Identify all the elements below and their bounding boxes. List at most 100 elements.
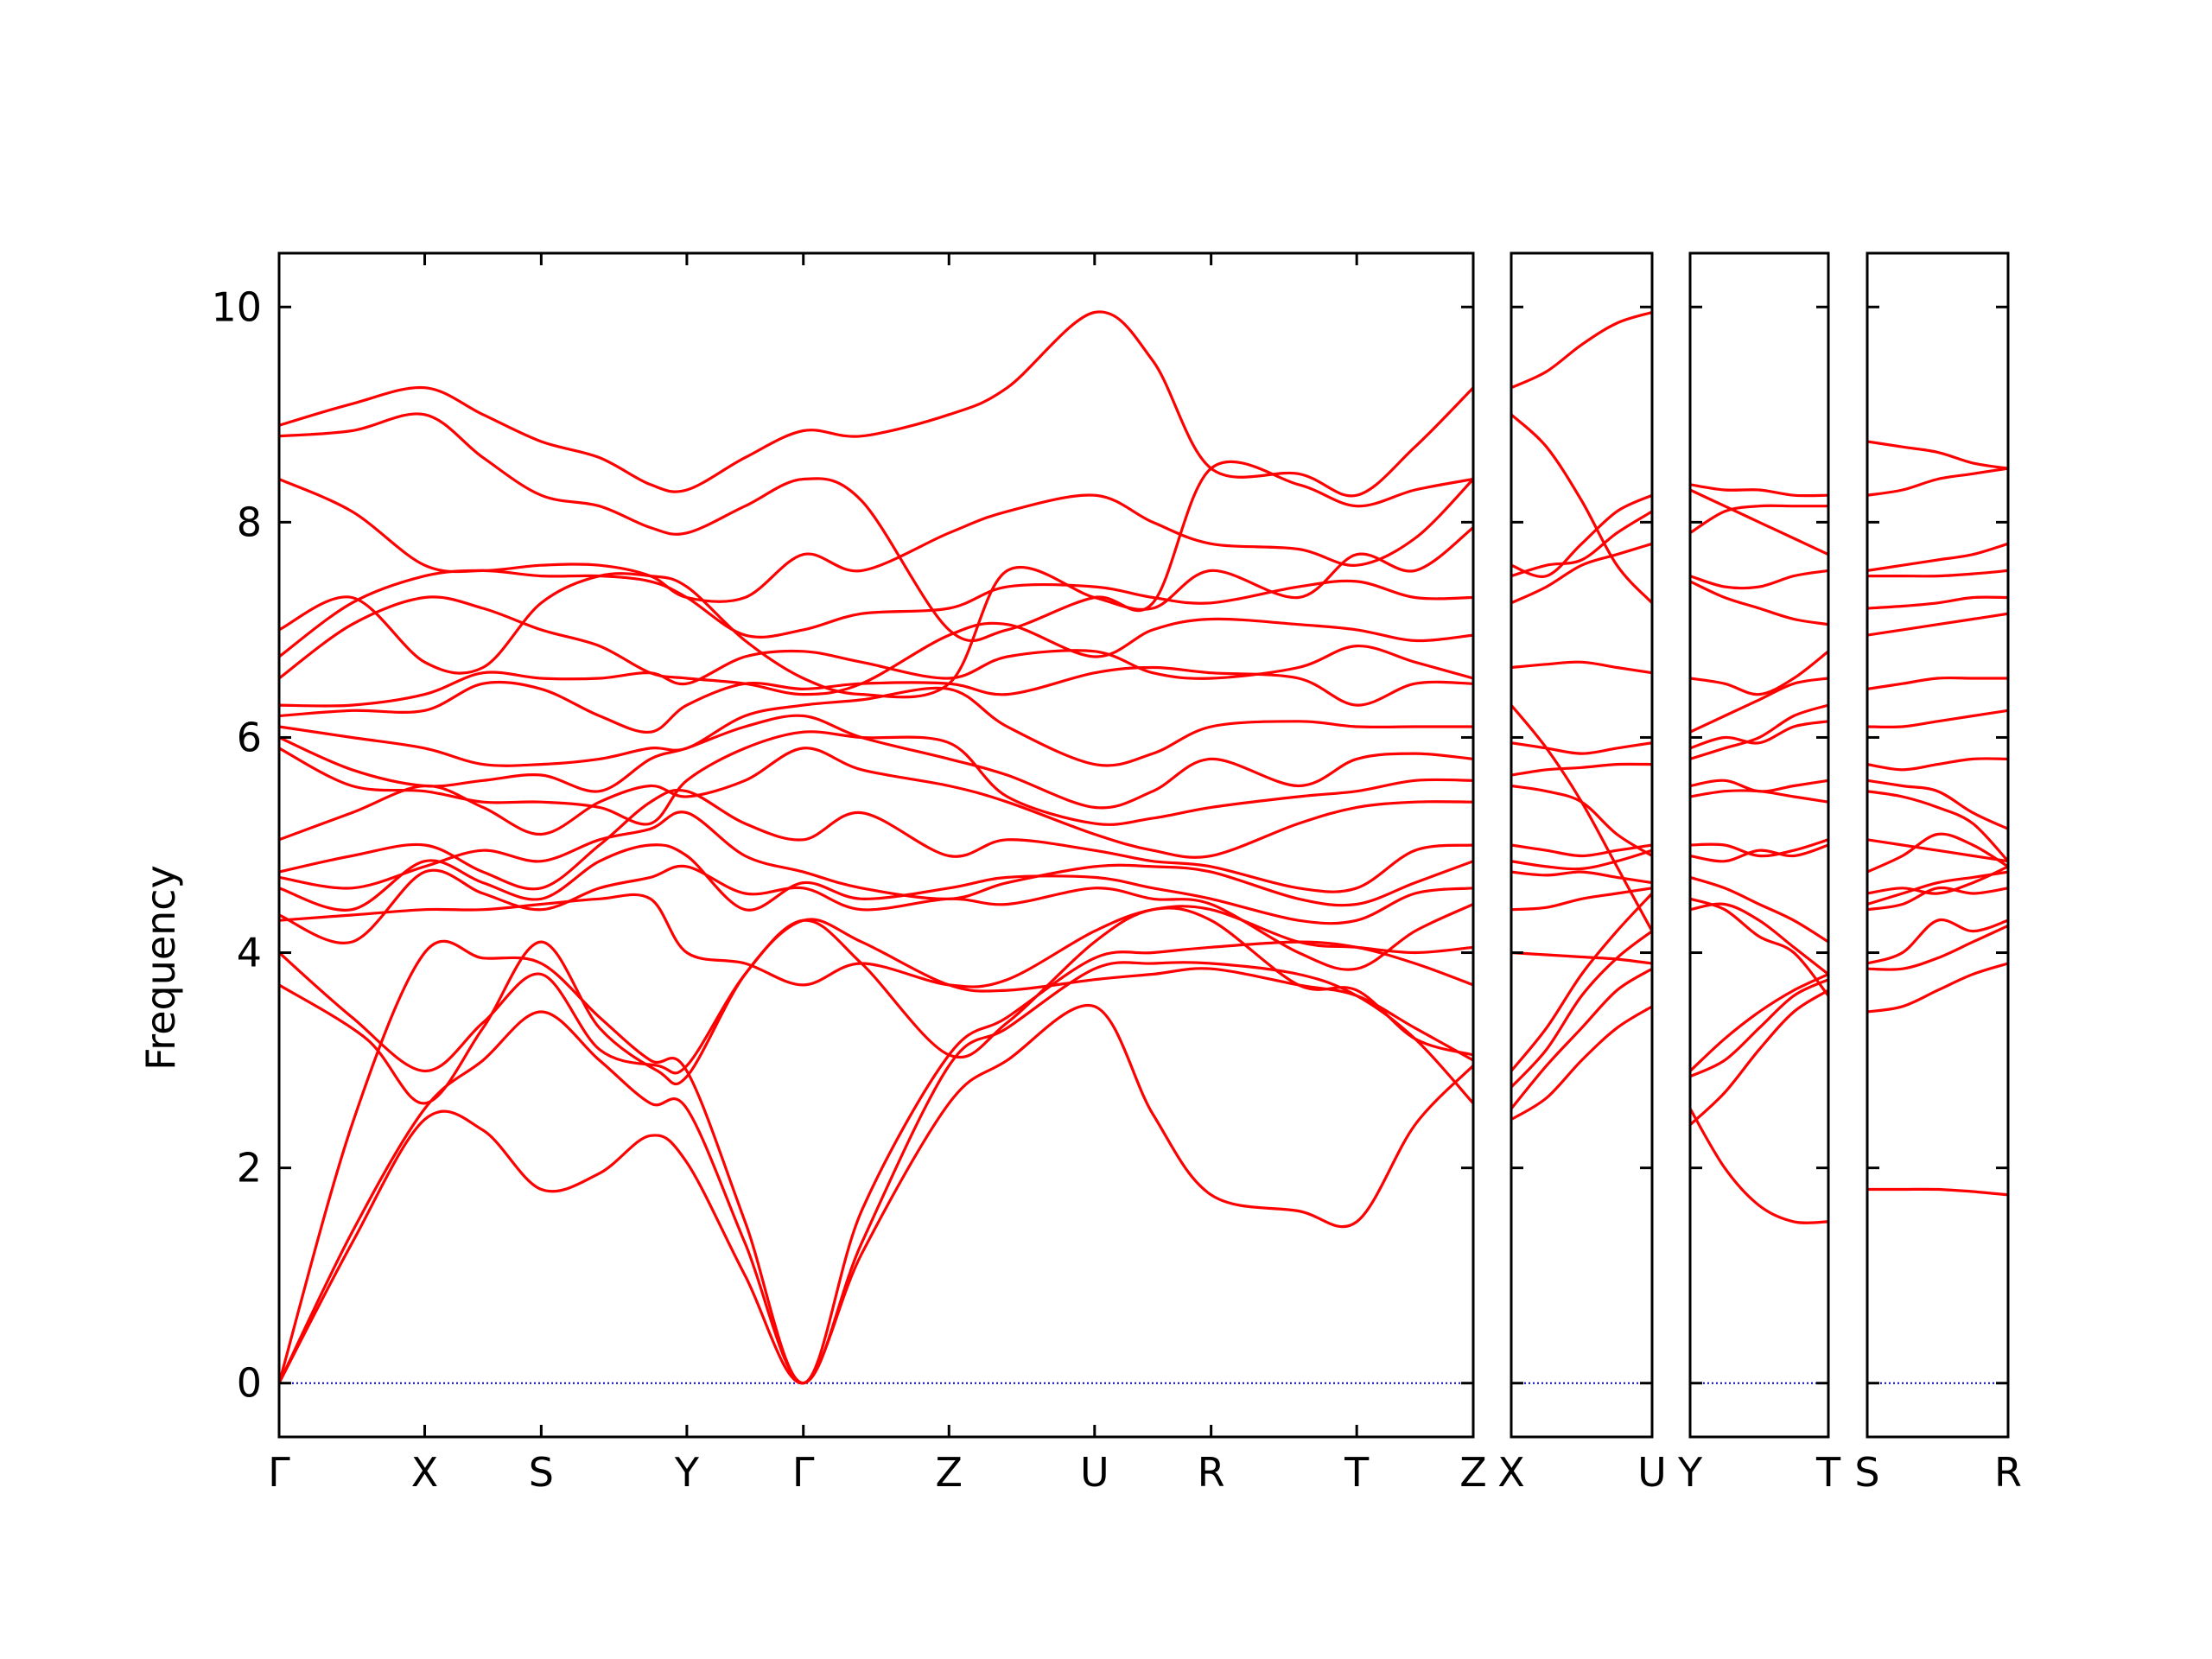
band-line: [1867, 1187, 2008, 1197]
band-line: [1867, 595, 2008, 610]
y-tick-label: 8: [237, 499, 262, 545]
band-line: [1511, 413, 1652, 605]
x-tick-label: X: [1497, 1449, 1525, 1496]
band-group: [1867, 440, 2008, 1197]
band-line: [279, 788, 1473, 893]
y-tick-label: 0: [237, 1360, 262, 1407]
band-line: [1511, 950, 1652, 965]
band-line: [1690, 972, 1828, 1073]
band-line: [1690, 483, 1828, 498]
band-line: [1867, 962, 2008, 1014]
band-line: [1867, 542, 2008, 572]
band-group: [1690, 483, 1828, 1224]
band-line: [1867, 569, 2008, 578]
y-tick-label: 4: [237, 930, 262, 976]
x-tick-label: T: [1344, 1449, 1370, 1496]
band-line: [1511, 967, 1652, 1110]
band-line: [279, 526, 1473, 699]
band-line: [279, 810, 1473, 907]
band-line: [1690, 650, 1828, 696]
band-line: [1867, 779, 2008, 830]
x-tick-label: S: [529, 1449, 554, 1496]
band-line: [1690, 677, 1828, 734]
band-line: [279, 843, 1473, 925]
band-line: [1867, 790, 2008, 863]
band-line: [1690, 504, 1828, 535]
x-tick-label: Γ: [268, 1449, 290, 1496]
band-line: [1511, 762, 1652, 777]
x-tick-label: R: [1198, 1449, 1225, 1496]
y-tick-label: 10: [211, 283, 262, 330]
x-tick-label: Y: [674, 1449, 700, 1496]
band-line: [1867, 870, 2008, 906]
y-tick-label: 2: [237, 1145, 262, 1192]
band-line: [279, 864, 1473, 971]
band-line: [279, 906, 1473, 1075]
x-tick-label: S: [1854, 1449, 1879, 1496]
band-line: [1690, 569, 1828, 590]
band-line: [1511, 870, 1652, 885]
band-line: [1867, 886, 2008, 912]
panel-frame: [277, 251, 1475, 1439]
band-group: [1511, 310, 1652, 1122]
x-tick-label: U: [1637, 1449, 1667, 1496]
band-line: [1690, 838, 1828, 858]
band-line: [1690, 703, 1828, 760]
band-line: [1867, 467, 2008, 497]
band-line: [1511, 741, 1652, 755]
band-line: [279, 477, 1473, 603]
band-line: [1867, 440, 2008, 470]
x-tick-label: T: [1815, 1449, 1841, 1496]
panel-frame: [1688, 251, 1830, 1439]
band-line: [1511, 930, 1652, 1089]
panel-frame: [1866, 251, 2010, 1439]
x-tick-label: Z: [936, 1449, 963, 1496]
band-group: [279, 310, 1473, 1385]
band-line: [1511, 892, 1652, 1073]
band-line: [279, 595, 1473, 696]
y-tick-label: 6: [237, 714, 262, 760]
band-line: [1690, 875, 1828, 944]
band-line: [279, 310, 1473, 498]
band-line: [279, 665, 1473, 734]
y-axis-label: Frequency: [137, 865, 184, 1071]
x-tick-label: Z: [1459, 1449, 1487, 1496]
band-line: [1690, 897, 1828, 997]
band-line: [1867, 924, 2008, 971]
band-line: [1511, 1005, 1652, 1122]
band-line: [279, 644, 1473, 708]
x-tick-label: R: [1994, 1449, 2022, 1496]
band-line: [1690, 720, 1828, 750]
band-line: [1690, 488, 1828, 556]
band-line: [279, 939, 1473, 1385]
panel-frame: [1510, 251, 1654, 1439]
band-line: [279, 893, 1473, 988]
band-line: [1511, 542, 1652, 605]
band-line: [1867, 838, 2008, 863]
band-line: [1511, 660, 1652, 675]
band-line: [1690, 978, 1828, 1078]
band-line: [279, 730, 1473, 826]
band-line: [279, 714, 1473, 810]
band-line: [279, 961, 1473, 1385]
x-tick-label: X: [411, 1449, 439, 1496]
panel-main: Γ X S Y Γ Z U R T Z 0 2 4 6 8 10: [211, 251, 1487, 1496]
x-tick-label: U: [1080, 1449, 1109, 1496]
x-tick-label: Γ: [792, 1449, 815, 1496]
band-line: [1511, 493, 1652, 578]
band-line: [1867, 709, 2008, 729]
band-line: [279, 747, 1473, 859]
band-line: [1867, 865, 2008, 895]
band-line: [1867, 676, 2008, 690]
band-line: [279, 412, 1473, 643]
band-line: [1690, 988, 1828, 1127]
band-line: [1511, 703, 1652, 933]
band-line: [1690, 580, 1828, 626]
band-line: [1690, 843, 1828, 863]
band-line: [279, 686, 1473, 767]
